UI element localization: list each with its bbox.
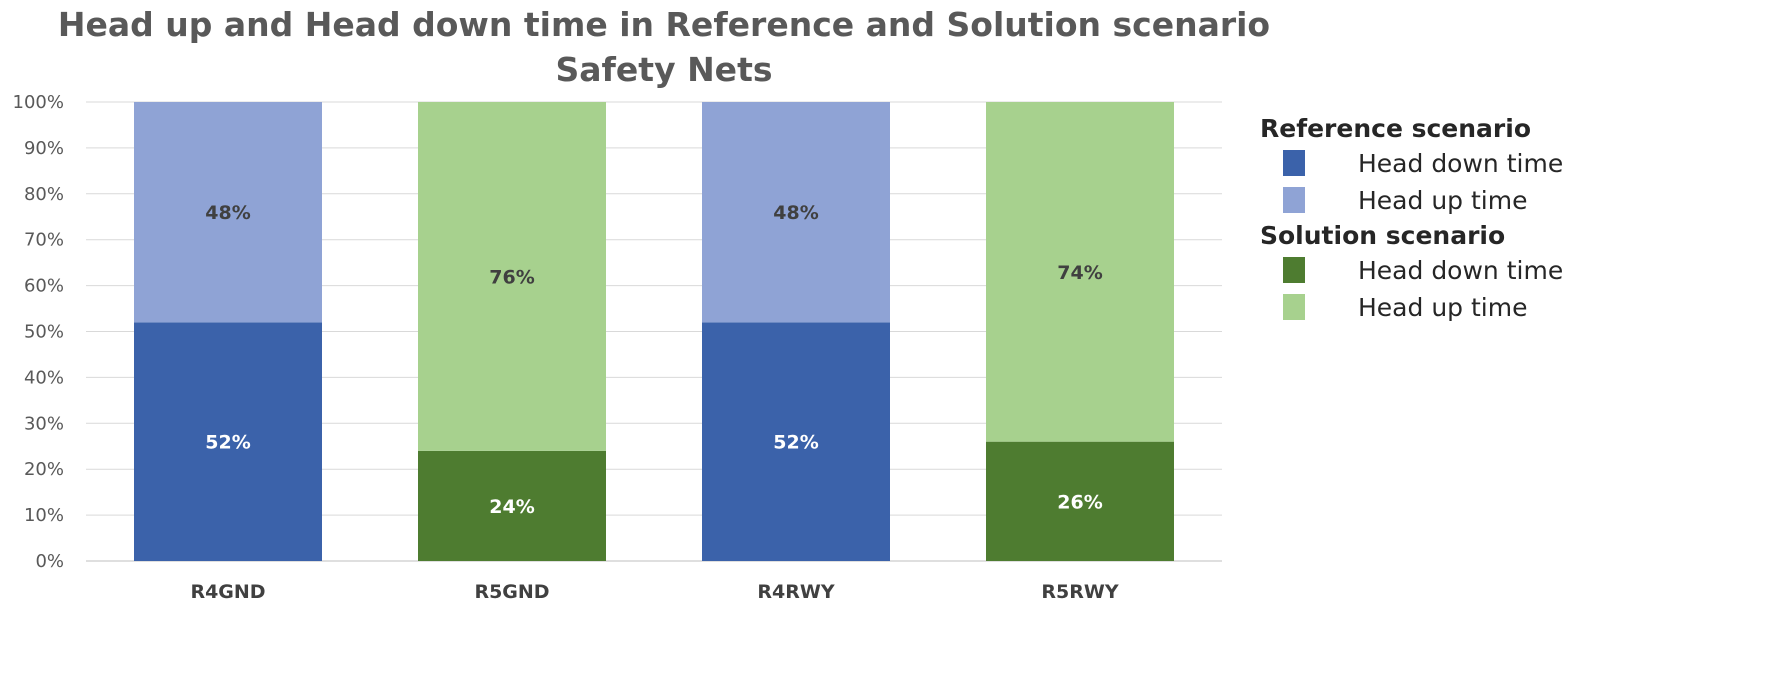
bar-head-down-r4gnd <box>134 322 322 561</box>
bar-head-down-r5rwy <box>986 441 1174 561</box>
bar-head-up-r5rwy <box>986 102 1174 442</box>
x-tick-label: R5GND <box>474 581 549 603</box>
x-axis: R4GND R5GND R4RWY R5RWY <box>190 581 1118 603</box>
y-tick-label: 0% <box>35 551 64 572</box>
legend-swatch <box>1283 294 1305 320</box>
legend-swatch <box>1283 187 1305 213</box>
y-axis: 0% 10% 20% 30% 40% 50% 60% 70% 80% 90% 100% <box>13 92 64 572</box>
y-tick-label: 90% <box>24 138 64 159</box>
data-label-head-down: 52% <box>773 432 818 454</box>
data-label-head-down: 52% <box>205 432 250 454</box>
y-tick-label: 70% <box>24 230 64 251</box>
data-label-head-up: 76% <box>489 266 534 288</box>
bar-head-up-r4gnd <box>134 102 322 323</box>
data-label-head-up: 74% <box>1057 262 1102 284</box>
y-tick-label: 30% <box>24 413 64 434</box>
bar-head-up-r4rwy <box>702 102 890 323</box>
legend-swatch <box>1283 150 1305 176</box>
x-tick-label: R5RWY <box>1041 581 1118 603</box>
x-tick-label: R4GND <box>190 581 265 603</box>
legend-group-title: Solution scenario <box>1260 221 1505 250</box>
y-tick-label: 100% <box>13 92 64 113</box>
legend-item-label: Head up time <box>1358 293 1527 322</box>
bar-head-up-r5gnd <box>418 102 606 451</box>
y-tick-label: 10% <box>24 505 64 526</box>
y-tick-label: 40% <box>24 367 64 388</box>
data-label-head-up: 48% <box>773 202 818 224</box>
y-tick-label: 60% <box>24 276 64 297</box>
bar-head-down-r4rwy <box>702 322 890 561</box>
bar-head-down-r5gnd <box>418 450 606 561</box>
legend-swatch <box>1283 257 1305 283</box>
legend-item-label: Head down time <box>1358 256 1563 285</box>
data-label-head-down: 24% <box>489 496 534 518</box>
x-tick-label: R4RWY <box>757 581 834 603</box>
bars: 52% 48% 24% 76% 52% 48% 26% 74% <box>134 102 1174 561</box>
chart-title-line-1: Head up and Head down time in Reference … <box>58 5 1270 44</box>
y-tick-label: 50% <box>24 322 64 343</box>
legend-item-label: Head down time <box>1358 149 1563 178</box>
legend: Reference scenario Head down time Head up … <box>1260 114 1563 322</box>
chart-title-line-2: Safety Nets <box>556 50 773 89</box>
y-tick-label: 80% <box>24 184 64 205</box>
data-label-head-down: 26% <box>1057 491 1102 513</box>
legend-group-title: Reference scenario <box>1260 114 1531 143</box>
data-label-head-up: 48% <box>205 202 250 224</box>
y-tick-label: 20% <box>24 459 64 480</box>
legend-item-label: Head up time <box>1358 186 1527 215</box>
